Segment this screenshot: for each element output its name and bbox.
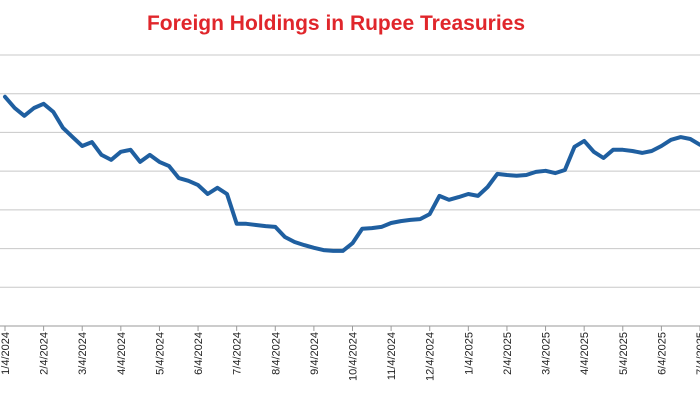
x-tick-label: 4/4/2025 — [579, 332, 591, 375]
x-tick-label: 12/4/2024 — [425, 332, 437, 381]
x-tick-label: 2/4/2024 — [39, 332, 51, 375]
x-tick-label: 4/4/2024 — [116, 332, 128, 375]
x-tick-label: 2/4/2025 — [502, 332, 514, 375]
x-tick-label: 6/4/2025 — [656, 332, 668, 375]
x-tick-label: 3/4/2024 — [77, 332, 89, 375]
x-tick-label: 5/4/2024 — [154, 332, 166, 375]
x-tick-label: 1/4/2024 — [0, 332, 12, 375]
x-tick-label: 7/4/2024 — [232, 332, 244, 375]
x-tick-label: 1/4/2025 — [463, 332, 475, 375]
x-tick-label: 9/4/2024 — [309, 332, 321, 375]
x-tick-label: 11/4/2024 — [386, 332, 398, 380]
x-tick-label: 6/4/2024 — [193, 332, 205, 375]
x-tick-label: 7/4/2025 — [695, 332, 700, 375]
data-line — [3, 94, 700, 253]
x-tick-label: 10/4/2024 — [348, 332, 360, 381]
x-tick-label: 5/4/2025 — [618, 332, 630, 375]
chart-title: Foreign Holdings in Rupee Treasuries — [147, 12, 525, 35]
x-tick-label: 8/4/2024 — [270, 332, 282, 375]
x-tick-label: 3/4/2025 — [541, 332, 553, 375]
